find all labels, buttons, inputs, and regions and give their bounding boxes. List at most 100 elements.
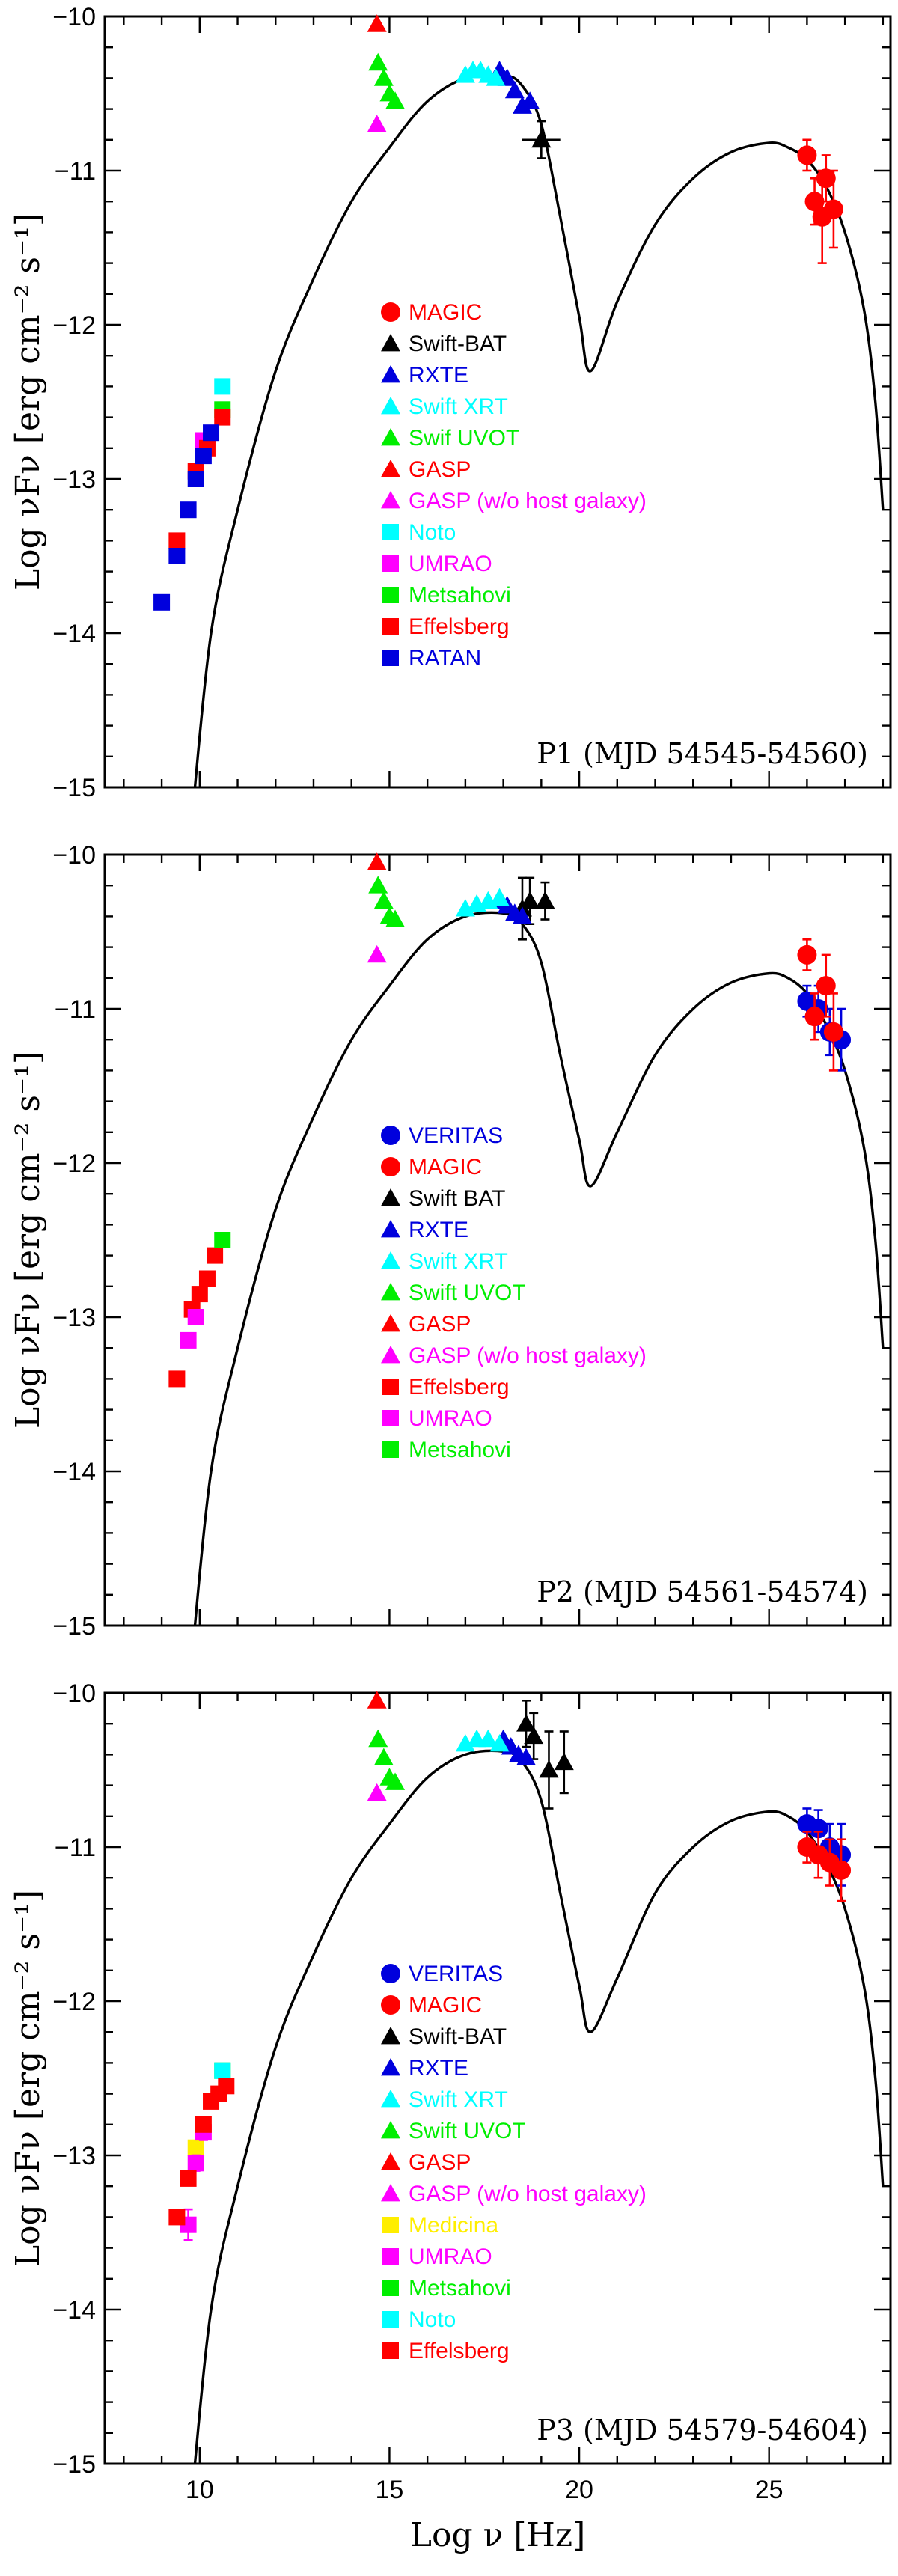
data-point (455, 899, 475, 917)
series-gasp-w-o-host-galaxy- (367, 1783, 387, 1801)
series-swift-uvot (368, 876, 406, 927)
data-point (516, 1748, 537, 1765)
legend-label: MAGIC (409, 1993, 482, 2018)
data-point (554, 1752, 574, 1771)
data-point (804, 1007, 825, 1027)
legend-label: Swift-BAT (409, 332, 507, 356)
legend-label: Swif UVOT (409, 426, 519, 451)
series-magic (797, 138, 843, 264)
y-tick-label: −10 (52, 1679, 96, 1708)
legend-marker (381, 302, 400, 322)
data-point (516, 1714, 537, 1732)
data-point (180, 1331, 197, 1349)
legend-label: GASP (409, 2150, 471, 2175)
legend-marker (381, 1188, 400, 1206)
series-gasp-w-o-host-galaxy- (367, 944, 387, 963)
y-tick-label: −15 (52, 2450, 96, 2479)
legend-marker (382, 2280, 399, 2296)
data-point (367, 852, 387, 870)
data-point (187, 1309, 204, 1325)
x-tick-label: 20 (565, 2476, 593, 2504)
legend-marker (381, 2152, 400, 2170)
data-point (153, 593, 171, 611)
data-point (180, 2170, 197, 2187)
legend-marker (381, 2090, 400, 2108)
data-point (214, 378, 231, 395)
legend-marker (381, 397, 400, 415)
legend-label: RXTE (409, 2056, 468, 2081)
legend-label: RATAN (409, 646, 481, 671)
legend-marker (382, 2342, 399, 2359)
legend-marker (381, 491, 400, 509)
data-point (195, 2116, 212, 2133)
panel-2: −15 −14 −13 −12 −11 −10 Log νFν [erg cm⁻² s⁻¹]… (9, 841, 892, 1640)
x-tick-label: 10 (186, 2476, 214, 2504)
data-point (385, 1772, 406, 1790)
period-label: P1 (MJD 54545-54560) (537, 737, 868, 770)
data-point (831, 1860, 852, 1880)
data-point (214, 2062, 231, 2079)
y-tick-label: −12 (52, 1150, 96, 1178)
y-axis-label: Log νFν [erg cm⁻² s⁻¹] (9, 1890, 47, 2267)
data-point (531, 129, 552, 148)
series-effelsberg (168, 2078, 235, 2226)
legend-marker (381, 2058, 400, 2076)
x-tick-label: 25 (755, 2476, 784, 2504)
legend-label: Swift BAT (409, 1186, 505, 1211)
legend-marker (382, 2311, 399, 2328)
data-point (816, 976, 836, 996)
legend-label: UMRAO (409, 1406, 492, 1431)
legend-marker (381, 1964, 400, 1983)
model-curve (193, 1749, 885, 2464)
legend-label: MAGIC (409, 300, 482, 325)
legend-marker (381, 2121, 400, 2139)
data-point (804, 192, 825, 212)
data-point (535, 891, 555, 909)
data-point (823, 1022, 843, 1042)
data-point (214, 1232, 231, 1248)
data-point (539, 1760, 559, 1778)
y-tick-label: −12 (52, 311, 96, 340)
legend-label: GASP (409, 457, 471, 482)
legend-label: Metsahovi (409, 583, 511, 608)
legend-marker (381, 2184, 400, 2202)
data-point (187, 2155, 204, 2172)
data-point (385, 909, 406, 927)
legend-marker (382, 587, 399, 603)
y-tick-label: −11 (55, 1834, 96, 1862)
data-point (504, 80, 525, 99)
data-point (368, 876, 388, 894)
legend-marker (381, 1995, 400, 2015)
data-point (367, 1783, 387, 1801)
series-metsahovi (214, 1232, 231, 1248)
plot-frame (103, 15, 892, 789)
legend-label: Effelsberg (409, 1375, 510, 1400)
legend-marker (382, 1379, 399, 1395)
series-magic (797, 1831, 852, 1902)
legend-label: VERITAS (409, 1962, 503, 1986)
data-point (520, 891, 540, 909)
legend-marker (381, 1251, 400, 1269)
series-umrao (180, 1309, 204, 1349)
legend-label: GASP (w/o host galaxy) (409, 1343, 647, 1368)
legend-marker (381, 1157, 400, 1176)
legend-label: Swift XRT (409, 2087, 508, 2112)
y-tick-label: −11 (55, 995, 96, 1024)
x-axis-label: Log ν [Hz] (410, 2516, 585, 2554)
y-tick-label: −13 (52, 466, 96, 494)
y-tick-label: −10 (52, 3, 96, 31)
legend-label: MAGIC (409, 1155, 482, 1179)
panel-3: 10 15 20 25 Log ν [Hz] −15 −14 −13 −12 −11 −10 Log … (9, 1679, 892, 2554)
period-label: P2 (MJD 54561-54574) (537, 1575, 868, 1608)
series-swift-uvot (368, 1729, 406, 1790)
data-point (373, 68, 394, 86)
series-gasp (367, 852, 387, 870)
data-point (512, 96, 532, 114)
legend: VERITAS MAGIC Swift BAT RXTE Swift XRT Swift … (381, 1123, 647, 1462)
data-point (489, 888, 510, 906)
series-swift-xrt (455, 1729, 510, 1752)
data-point (486, 68, 506, 86)
y-tick-label: −15 (52, 1612, 96, 1640)
data-point (367, 14, 387, 32)
